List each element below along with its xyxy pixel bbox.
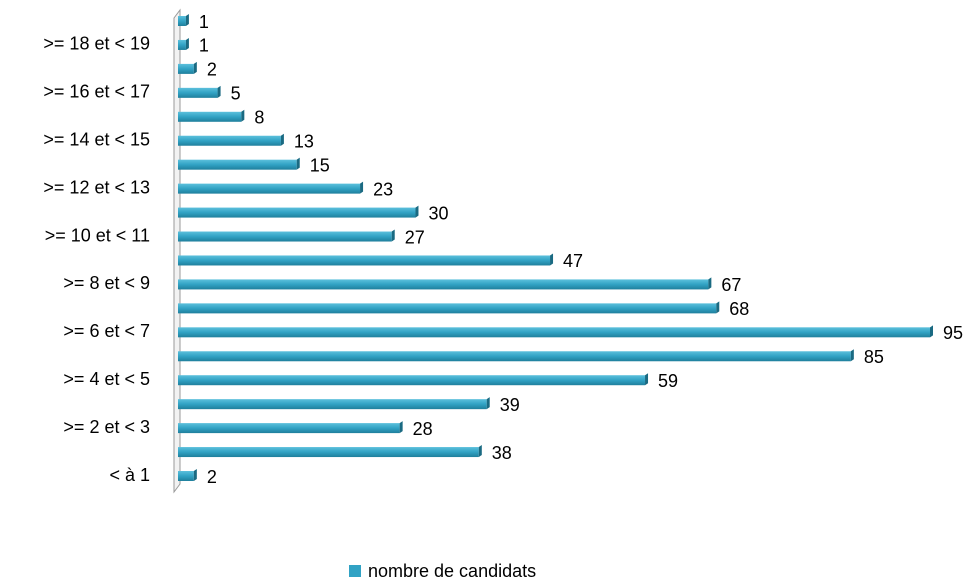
y-tick-label: >= 16 et < 17: [43, 82, 150, 102]
y-tick-label: >= 14 et < 15: [43, 129, 150, 149]
bar-end: [280, 133, 284, 146]
bar-end: [296, 157, 300, 170]
bar: [178, 399, 487, 410]
y-tick-label: >= 18 et < 19: [43, 34, 150, 54]
bar: [178, 423, 400, 434]
legend-swatch: [349, 565, 361, 577]
bar: [178, 351, 851, 362]
data-label: 2: [207, 467, 217, 487]
data-label: 95: [943, 323, 963, 343]
bar: [178, 327, 930, 338]
bar: [178, 183, 361, 194]
bar-end: [217, 85, 221, 98]
bar: [178, 135, 281, 146]
bar-end: [550, 253, 554, 266]
bar-end: [399, 421, 403, 434]
bar-end: [360, 181, 364, 194]
bar-end: [193, 61, 197, 74]
bar-end: [185, 37, 189, 50]
data-label: 15: [310, 155, 330, 175]
bar: [178, 303, 717, 314]
y-tick-label: >= 4 et < 5: [63, 369, 150, 389]
bar: [178, 207, 416, 218]
data-label: 1: [199, 36, 209, 56]
data-label: 59: [658, 371, 678, 391]
y-tick-label: < à 1: [109, 465, 150, 485]
y-tick-label: >= 2 et < 3: [63, 417, 150, 437]
bar-end: [193, 469, 197, 481]
data-label: 47: [563, 251, 583, 271]
bar-end: [391, 229, 395, 242]
y-tick-label: >= 6 et < 7: [63, 321, 150, 341]
data-label: 68: [729, 299, 749, 319]
bar: [178, 63, 194, 74]
bar: [178, 279, 709, 290]
data-label: 67: [721, 275, 741, 295]
bar: [178, 375, 646, 386]
y-tick-label: >= 12 et < 13: [43, 177, 150, 197]
bar-end: [486, 397, 490, 410]
bar: [178, 16, 186, 26]
bar-end: [645, 373, 649, 386]
data-label: 23: [373, 179, 393, 199]
data-label: 38: [492, 443, 512, 463]
bar: [178, 255, 551, 266]
legend-label: nombre de candidats: [368, 561, 536, 581]
data-label: 2: [207, 60, 217, 80]
bar-end: [708, 277, 712, 290]
data-label: 8: [254, 108, 264, 128]
bar: [178, 471, 194, 481]
bar: [178, 87, 218, 98]
bar-end: [930, 325, 933, 338]
data-label: 28: [413, 419, 433, 439]
bar-end: [415, 205, 419, 218]
data-label: 13: [294, 131, 314, 151]
bar: [178, 39, 186, 50]
data-label: 5: [231, 84, 241, 104]
bar: [178, 447, 479, 458]
data-label: 30: [428, 203, 448, 223]
bar-end: [850, 349, 854, 362]
bar-end: [716, 301, 720, 314]
bar: [178, 159, 297, 170]
data-label: 1: [199, 12, 209, 32]
bar-end: [478, 445, 482, 458]
bar-end: [185, 14, 189, 26]
data-label: 27: [405, 227, 425, 247]
bar-end: [241, 109, 245, 122]
y-tick-label: >= 10 et < 11: [45, 225, 150, 245]
y-tick-label: >= 8 et < 9: [63, 273, 150, 293]
bar: [178, 111, 242, 122]
bar: [178, 231, 392, 242]
axis-wall: [173, 8, 181, 494]
data-label: 85: [864, 347, 884, 367]
data-label: 39: [500, 395, 520, 415]
